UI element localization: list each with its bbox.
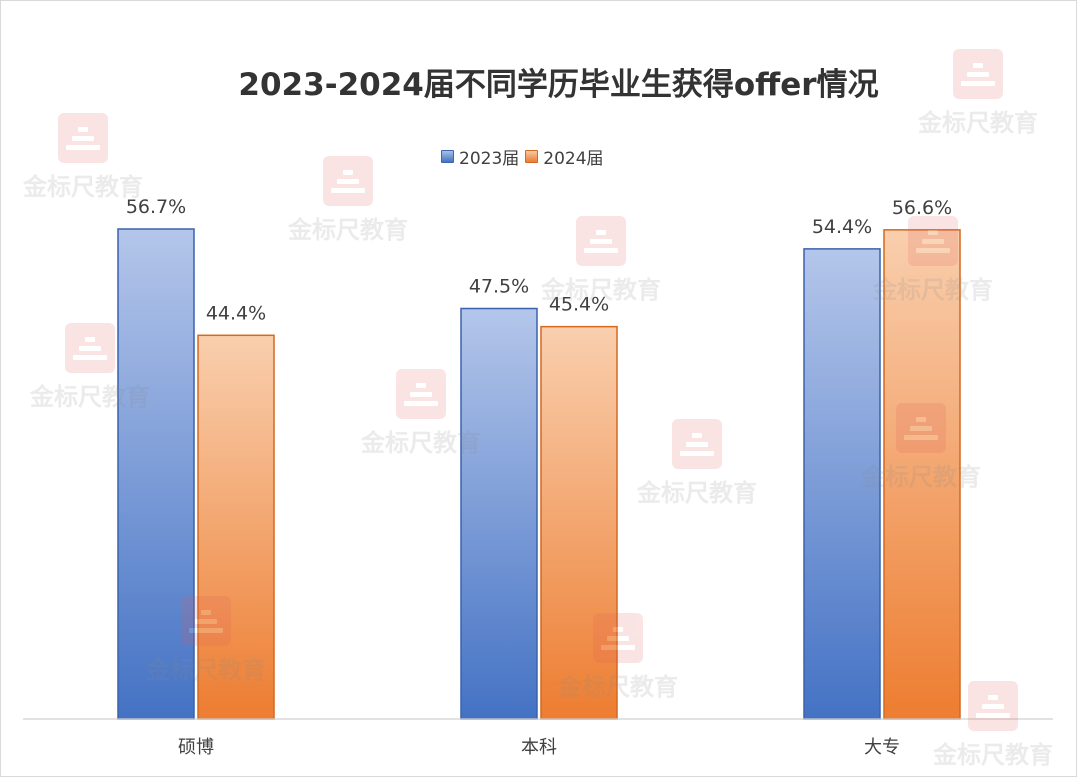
watermark: 金标尺教育 <box>558 613 678 702</box>
x-tick-label: 硕博 <box>178 737 214 758</box>
watermark-text: 金标尺教育 <box>873 276 993 304</box>
watermark: 金标尺教育 <box>23 113 143 202</box>
watermark: 金标尺教育 <box>918 49 1038 138</box>
data-label: 45.4% <box>549 294 609 316</box>
chart-legend: 2023届 2024届 <box>441 144 610 169</box>
watermark-text: 金标尺教育 <box>361 429 481 457</box>
watermark-text: 金标尺教育 <box>541 276 661 304</box>
watermark-logo-icon <box>953 49 1003 99</box>
bar-2024-1 <box>540 325 618 720</box>
watermark: 金标尺教育 <box>146 596 266 685</box>
data-label: 54.4% <box>812 216 872 238</box>
data-label: 44.4% <box>206 302 266 324</box>
watermark-text: 金标尺教育 <box>637 479 757 507</box>
watermark-logo-icon <box>968 681 1018 731</box>
watermark-logo-icon <box>181 596 231 646</box>
watermark: 金标尺教育 <box>873 216 993 305</box>
data-label: 47.5% <box>469 276 529 298</box>
legend-swatch-2023 <box>441 150 454 163</box>
bar-2023-1 <box>460 307 538 720</box>
chart-title: 2023-2024届不同学历毕业生获得offer情况 <box>238 67 879 103</box>
watermark: 金标尺教育 <box>861 403 981 492</box>
legend-item-2023: 2023届 <box>441 144 519 169</box>
watermark-logo-icon <box>896 403 946 453</box>
x-tick-label: 本科 <box>521 737 557 758</box>
legend-swatch-2024 <box>525 150 539 163</box>
data-label: 56.6% <box>892 197 952 219</box>
watermark-logo-icon <box>58 113 108 163</box>
watermark-text: 金标尺教育 <box>288 216 408 244</box>
watermark-text: 金标尺教育 <box>918 109 1038 137</box>
watermark-logo-icon <box>593 613 643 663</box>
watermark-logo-icon <box>323 156 373 206</box>
data-label: 56.7% <box>126 196 186 218</box>
watermark: 金标尺教育 <box>288 156 408 245</box>
legend-label-2024: 2024届 <box>543 149 604 169</box>
watermark-text: 金标尺教育 <box>558 673 678 701</box>
legend-label-2023: 2023届 <box>459 149 520 169</box>
legend-item-2024: 2024届 <box>525 144 604 169</box>
watermark-text: 金标尺教育 <box>30 383 150 411</box>
bar-2024-0 <box>197 334 275 720</box>
bar-2024-2 <box>883 229 961 720</box>
bar-2023-0 <box>117 228 195 720</box>
watermark-text: 金标尺教育 <box>146 656 266 684</box>
watermark: 金标尺教育 <box>361 369 481 458</box>
watermark: 金标尺教育 <box>933 681 1053 770</box>
watermark-logo-icon <box>396 369 446 419</box>
watermark: 金标尺教育 <box>30 323 150 412</box>
watermark-logo-icon <box>65 323 115 373</box>
bar-2023-2 <box>803 248 881 720</box>
watermark: 金标尺教育 <box>541 216 661 305</box>
watermark-logo-icon <box>908 216 958 266</box>
watermark-text: 金标尺教育 <box>23 173 143 201</box>
watermark-text: 金标尺教育 <box>861 463 981 491</box>
watermark-logo-icon <box>576 216 626 266</box>
x-tick-label: 大专 <box>864 737 900 758</box>
watermark: 金标尺教育 <box>637 419 757 508</box>
watermark-text: 金标尺教育 <box>933 741 1053 769</box>
watermark-logo-icon <box>672 419 722 469</box>
